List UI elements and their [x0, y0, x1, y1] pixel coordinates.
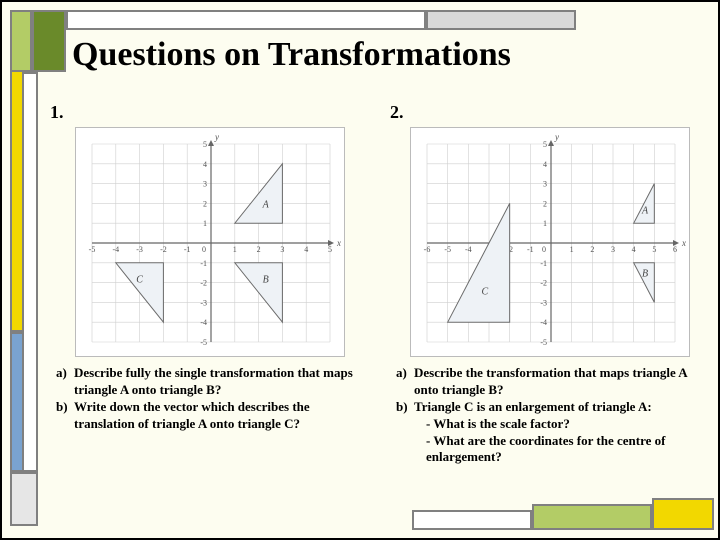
svg-text:4: 4 [304, 245, 308, 254]
deco-block [24, 72, 38, 472]
q2-graph: -6-5-4-3-2-1123456-5-4-3-2-1123450xyABC [410, 127, 690, 357]
question-1: 1. -5-4-3-2-112345-5-4-3-2-1123450xyABC … [50, 102, 370, 502]
q2b-sub1: - What is the scale factor? [426, 416, 704, 433]
svg-text:x: x [681, 238, 686, 248]
svg-text:2: 2 [543, 199, 547, 208]
svg-text:2: 2 [590, 245, 594, 254]
deco-block [532, 504, 652, 530]
svg-text:3: 3 [543, 180, 547, 189]
content-area: 1. -5-4-3-2-112345-5-4-3-2-1123450xyABC … [50, 102, 710, 502]
deco-block [10, 10, 32, 72]
svg-text:-1: -1 [184, 245, 191, 254]
svg-text:3: 3 [203, 180, 207, 189]
q1a-label: a) [56, 365, 74, 382]
page-title: Questions on Transformations [72, 36, 692, 74]
deco-block [412, 510, 532, 530]
svg-text:5: 5 [328, 245, 332, 254]
svg-text:2: 2 [203, 199, 207, 208]
svg-text:3: 3 [611, 245, 615, 254]
svg-text:-1: -1 [200, 259, 207, 268]
deco-block [32, 10, 66, 72]
svg-text:1: 1 [233, 245, 237, 254]
svg-text:B: B [642, 269, 648, 280]
deco-block [426, 10, 576, 30]
svg-text:-6: -6 [424, 245, 431, 254]
svg-text:-1: -1 [540, 259, 547, 268]
q2b-sub2: - What are the coordinates for the centr… [426, 433, 704, 467]
svg-text:-4: -4 [200, 318, 207, 327]
q2b-label: b) [396, 399, 414, 416]
svg-text:-3: -3 [540, 298, 547, 307]
svg-text:y: y [214, 132, 219, 142]
svg-text:3: 3 [280, 245, 284, 254]
deco-block [66, 10, 426, 30]
svg-text:1: 1 [570, 245, 574, 254]
q2a-label: a) [396, 365, 414, 382]
q1-number: 1. [50, 102, 370, 123]
svg-text:-4: -4 [465, 245, 472, 254]
svg-text:4: 4 [203, 160, 207, 169]
q2b-text: Triangle C is an enlargement of triangle… [414, 399, 652, 414]
svg-text:4: 4 [632, 245, 636, 254]
svg-text:-5: -5 [540, 338, 547, 347]
svg-text:y: y [554, 132, 559, 142]
svg-text:1: 1 [543, 219, 547, 228]
svg-text:0: 0 [542, 245, 546, 254]
question-2: 2. -6-5-4-3-2-1123456-5-4-3-2-1123450xyA… [390, 102, 710, 502]
svg-text:5: 5 [652, 245, 656, 254]
q2a-text: Describe the transformation that maps tr… [414, 365, 687, 397]
svg-text:-2: -2 [200, 279, 207, 288]
svg-text:-5: -5 [89, 245, 96, 254]
svg-text:5: 5 [203, 140, 207, 149]
svg-text:-3: -3 [200, 298, 207, 307]
q1-body: a)Describe fully the single transformati… [50, 365, 370, 433]
svg-text:1: 1 [203, 219, 207, 228]
svg-text:-4: -4 [112, 245, 119, 254]
svg-text:B: B [263, 275, 269, 286]
q1a-text: Describe fully the single transformation… [74, 365, 353, 397]
svg-text:5: 5 [543, 140, 547, 149]
deco-block [10, 72, 24, 332]
svg-text:-2: -2 [540, 279, 547, 288]
deco-block [10, 472, 38, 526]
svg-text:-2: -2 [160, 245, 167, 254]
svg-text:-5: -5 [444, 245, 451, 254]
svg-text:4: 4 [543, 160, 547, 169]
svg-text:6: 6 [673, 245, 677, 254]
q1b-text: Write down the vector which describes th… [74, 399, 310, 431]
svg-text:-4: -4 [540, 318, 547, 327]
svg-text:C: C [482, 286, 489, 297]
svg-text:0: 0 [202, 245, 206, 254]
svg-text:-3: -3 [136, 245, 143, 254]
svg-text:A: A [641, 205, 649, 216]
svg-text:A: A [262, 199, 270, 210]
deco-block [652, 498, 714, 530]
q1-graph: -5 -4 -3 -2 -1 1 2 3 4 5 -5 -4 -3 -2 -1 1 2 3 4 5 0 x y A B C [75, 127, 345, 357]
svg-text:-5: -5 [200, 338, 207, 347]
svg-text:C: C [136, 275, 143, 286]
svg-text:x: x [336, 238, 341, 248]
deco-block [10, 332, 24, 472]
q2-number: 2. [390, 102, 710, 123]
q1b-label: b) [56, 399, 74, 416]
slide: Questions on Transformations 1. -5 -4 -3 -2… [0, 0, 720, 540]
q2-body: a)Describe the transformation that maps … [390, 365, 710, 466]
svg-text:-1: -1 [527, 245, 534, 254]
svg-text:2: 2 [257, 245, 261, 254]
